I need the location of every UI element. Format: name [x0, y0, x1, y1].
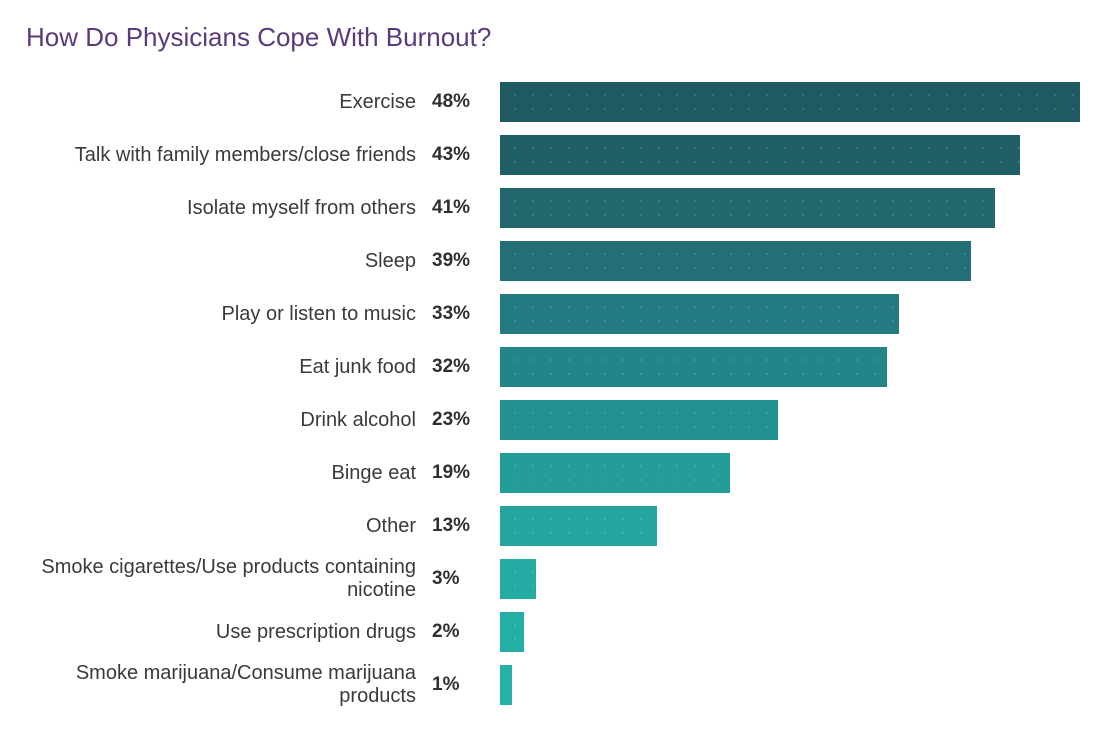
chart-row: Talk with family members/close friends 43…	[0, 135, 1102, 175]
row-bar	[500, 241, 971, 281]
chart-row: Play or listen to music 33%	[0, 294, 1102, 334]
row-bar	[500, 453, 730, 493]
row-value: 41%	[432, 197, 488, 219]
row-value: 13%	[432, 515, 488, 537]
row-bar	[500, 665, 512, 705]
row-label: Other	[0, 515, 420, 538]
row-bar	[500, 294, 899, 334]
row-label: Exercise	[0, 91, 420, 114]
row-label: Smoke marijuana/Consume marijuana produc…	[0, 662, 420, 708]
row-bar	[500, 559, 536, 599]
row-label: Talk with family members/close friends	[0, 144, 420, 167]
row-value: 23%	[432, 409, 488, 431]
chart-row: Isolate myself from others 41%	[0, 188, 1102, 228]
row-label: Drink alcohol	[0, 409, 420, 432]
row-label: Play or listen to music	[0, 303, 420, 326]
chart-row: Smoke cigarettes/Use products containing…	[0, 559, 1102, 599]
row-bar	[500, 400, 778, 440]
row-value: 19%	[432, 462, 488, 484]
row-value: 2%	[432, 621, 488, 643]
row-bar	[500, 612, 524, 652]
chart-row: Smoke marijuana/Consume marijuana produc…	[0, 665, 1102, 705]
row-value: 32%	[432, 356, 488, 378]
row-value: 1%	[432, 674, 488, 696]
burnout-coping-chart: How Do Physicians Cope With Burnout? Exe…	[0, 0, 1102, 747]
chart-row: Binge eat 19%	[0, 453, 1102, 493]
row-bar	[500, 188, 995, 228]
row-bar	[500, 506, 657, 546]
row-value: 39%	[432, 250, 488, 272]
row-label: Binge eat	[0, 462, 420, 485]
row-value: 48%	[432, 91, 488, 113]
row-bar	[500, 347, 887, 387]
row-label: Isolate myself from others	[0, 197, 420, 220]
chart-row: Exercise 48%	[0, 82, 1102, 122]
chart-row: Drink alcohol 23%	[0, 400, 1102, 440]
row-label: Smoke cigarettes/Use products containing…	[0, 556, 420, 602]
row-value: 3%	[432, 568, 488, 590]
chart-row: Sleep 39%	[0, 241, 1102, 281]
chart-rows: Exercise 48% Talk with family members/clos…	[0, 82, 1102, 718]
chart-title: How Do Physicians Cope With Burnout?	[26, 22, 491, 53]
chart-row: Other 13%	[0, 506, 1102, 546]
row-label: Eat junk food	[0, 356, 420, 379]
row-label: Use prescription drugs	[0, 621, 420, 644]
chart-row: Use prescription drugs 2%	[0, 612, 1102, 652]
row-label: Sleep	[0, 250, 420, 273]
row-value: 33%	[432, 303, 488, 325]
row-bar	[500, 135, 1020, 175]
row-value: 43%	[432, 144, 488, 166]
row-bar	[500, 82, 1080, 122]
chart-row: Eat junk food 32%	[0, 347, 1102, 387]
